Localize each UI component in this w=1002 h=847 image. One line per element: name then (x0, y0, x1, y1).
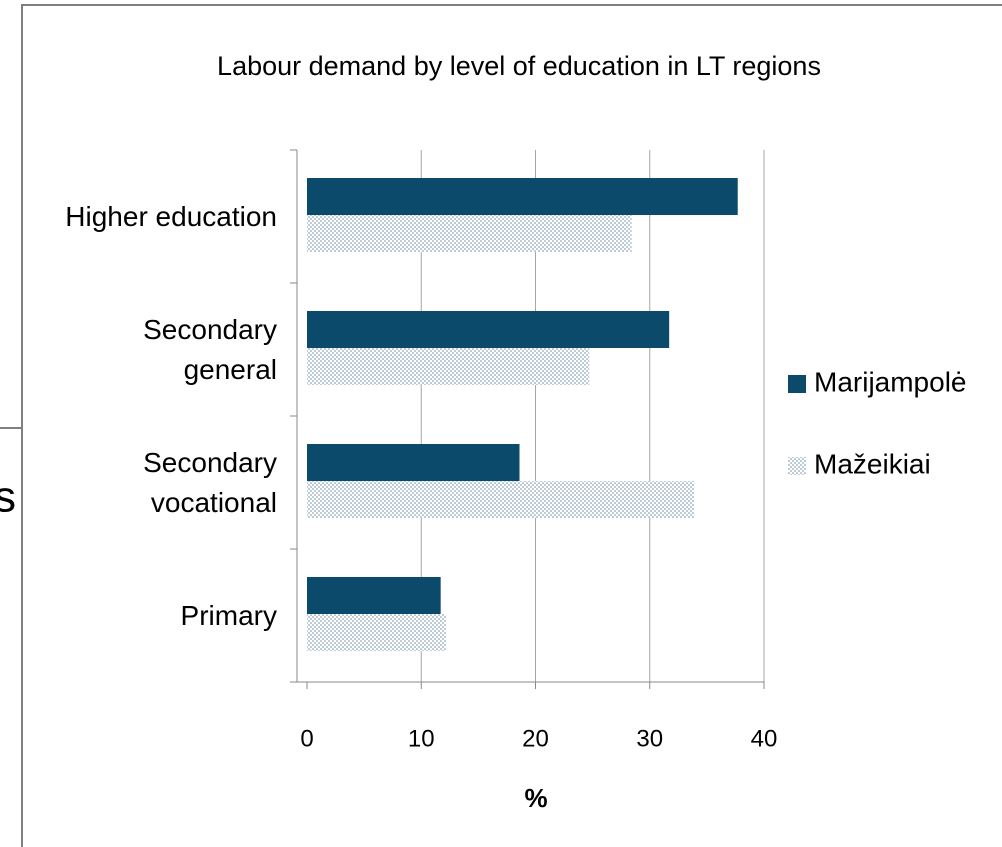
bar (307, 577, 441, 614)
legend-swatch (788, 457, 806, 475)
bar (307, 348, 590, 385)
y-tick-label: Secondary vocational (143, 446, 277, 518)
x-tick-label: 40 (751, 725, 778, 752)
y-tick-label: Secondary general (143, 313, 277, 385)
frame (21, 4, 1002, 847)
bar (307, 481, 695, 518)
fragment-text: s (0, 473, 16, 522)
y-tick-label: Primary (180, 599, 277, 631)
bar (307, 614, 447, 651)
x-tick-label: 10 (408, 725, 435, 752)
bar (307, 215, 632, 252)
chart-title: Labour demand by level of education in L… (217, 51, 821, 81)
x-tick-label: 20 (522, 725, 549, 752)
legend-label: Marijampolė (814, 366, 967, 397)
legend-swatch (788, 375, 806, 393)
x-tick-label: 0 (300, 725, 313, 752)
legend-label: Mažeikiai (814, 448, 931, 479)
bar (307, 311, 670, 348)
x-tick-label: 30 (636, 725, 663, 752)
y-tick-label: Higher education (65, 200, 277, 232)
bar (307, 444, 520, 481)
x-axis-label: % (524, 783, 547, 813)
bar (307, 178, 738, 215)
